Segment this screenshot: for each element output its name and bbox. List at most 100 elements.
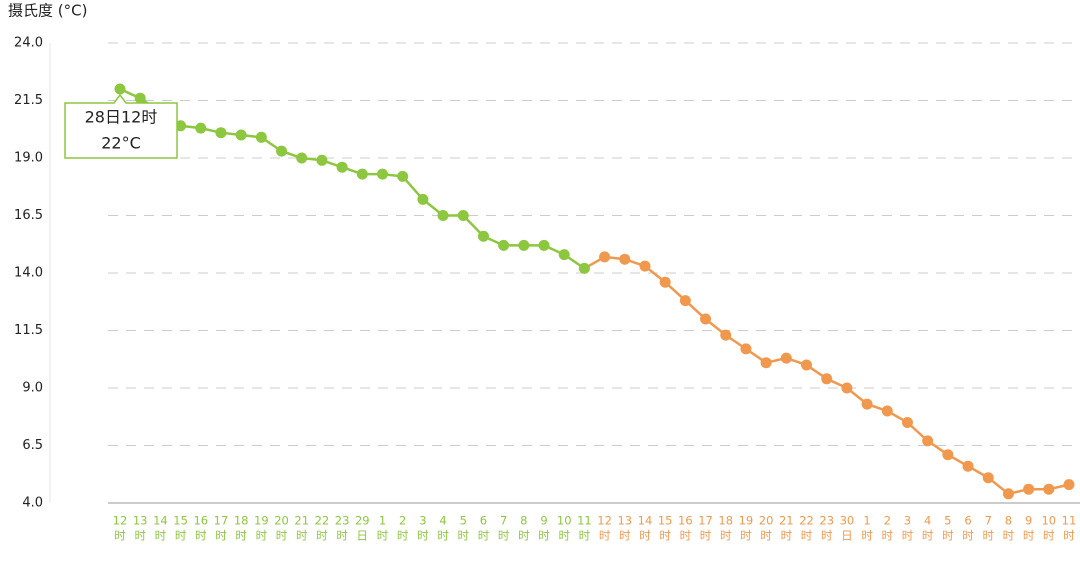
x-tick-label: 时 <box>175 529 187 543</box>
point <box>1063 479 1075 491</box>
x-tick-label: 12 <box>597 514 612 528</box>
x-tick-label: 时 <box>821 529 833 543</box>
x-tick-label: 时 <box>336 529 348 543</box>
x-tick-label: 5 <box>944 514 951 528</box>
x-tick-label: 8 <box>520 514 527 528</box>
point <box>599 251 611 263</box>
x-tick-label: 17 <box>698 514 713 528</box>
point <box>740 343 752 355</box>
x-tick-label: 时 <box>478 529 490 543</box>
x-tick-label: 8 <box>1005 514 1012 528</box>
point <box>760 357 772 369</box>
y-tick-label: 6.5 <box>22 438 43 453</box>
x-tick-label: 5 <box>460 514 467 528</box>
x-tick-label: 6 <box>480 514 487 528</box>
point <box>962 460 974 472</box>
x-tick-label: 日 <box>841 529 853 543</box>
x-tick-label: 时 <box>417 529 429 543</box>
x-tick-label: 23 <box>335 514 350 528</box>
point <box>276 145 288 157</box>
x-tick-label: 时 <box>377 529 389 543</box>
point <box>881 405 893 417</box>
x-tick-label: 3 <box>904 514 911 528</box>
x-tick-label: 时 <box>235 529 247 543</box>
x-tick-label: 时 <box>518 529 530 543</box>
point <box>195 122 207 134</box>
point <box>679 295 691 307</box>
x-tick-label: 9 <box>540 514 547 528</box>
x-tick-label: 日 <box>357 529 369 543</box>
x-tick-label: 时 <box>619 529 631 543</box>
x-tick-label: 时 <box>1023 529 1035 543</box>
x-tick-label: 时 <box>720 529 732 543</box>
x-tick-label: 13 <box>617 514 632 528</box>
x-tick-label: 时 <box>579 529 591 543</box>
x-tick-label: 13 <box>133 514 148 528</box>
y-tick-label: 19.0 <box>14 151 43 166</box>
x-tick-label: 时 <box>1043 529 1055 543</box>
line <box>119 87 586 270</box>
x-tick-label: 时 <box>195 529 207 543</box>
y-axis-label: 摄氏度 (°C) <box>8 2 87 20</box>
y-tick-label: 21.5 <box>14 93 43 108</box>
x-tick-label: 时 <box>215 529 227 543</box>
x-tick-label: 时 <box>942 529 954 543</box>
point <box>296 152 308 164</box>
x-tick-label: 12 <box>113 514 128 528</box>
point <box>457 210 469 221</box>
point <box>922 435 934 447</box>
point <box>558 249 570 261</box>
point <box>578 262 590 274</box>
x-tick-label: 时 <box>316 529 328 543</box>
x-tick-label: 时 <box>296 529 308 543</box>
x-tick-label: 23 <box>819 514 834 528</box>
point <box>538 239 550 251</box>
x-tick-label: 时 <box>256 529 268 543</box>
x-tick-label: 4 <box>924 514 931 528</box>
x-tick-label: 20 <box>274 514 289 528</box>
y-tick-label: 14.0 <box>14 266 43 281</box>
tooltip: 28日12时 22°C <box>64 93 178 159</box>
point <box>336 161 348 173</box>
point <box>175 120 187 132</box>
point <box>861 398 873 410</box>
point <box>801 359 813 371</box>
point <box>942 449 954 461</box>
point <box>1043 483 1055 495</box>
point <box>720 329 732 341</box>
x-tick-label: 时 <box>458 529 470 543</box>
y-tick-label: 11.5 <box>14 323 43 338</box>
point <box>619 253 631 265</box>
point <box>397 170 409 182</box>
x-tick-label: 时 <box>558 529 570 543</box>
x-tick-label: 20 <box>759 514 774 528</box>
x-tick-label: 19 <box>739 514 754 528</box>
x-tick-label: 22 <box>799 514 814 528</box>
point <box>235 129 247 141</box>
x-tick-label: 时 <box>700 529 712 543</box>
x-tick-label: 时 <box>982 529 994 543</box>
x-tick-label: 7 <box>985 514 992 528</box>
point <box>901 417 913 428</box>
y-tick-label: 16.5 <box>14 208 43 223</box>
point <box>114 83 126 95</box>
x-tick-label: 11 <box>1062 514 1077 528</box>
x-tick-label: 时 <box>397 529 409 543</box>
point <box>821 373 833 385</box>
y-tick-label: 9.0 <box>22 381 43 396</box>
x-tick-label: 18 <box>234 514 249 528</box>
y-tick-label: 4.0 <box>22 496 43 511</box>
x-tick-label: 19 <box>254 514 269 528</box>
x-tick-label: 21 <box>294 514 309 528</box>
x-tick-label: 4 <box>439 514 446 528</box>
x-tick-label: 2 <box>884 514 891 528</box>
x-tick-label: 14 <box>638 514 653 528</box>
x-tick-label: 21 <box>779 514 794 528</box>
x-tick-label: 时 <box>599 529 611 543</box>
x-tick-label: 时 <box>861 529 873 543</box>
x-tick-label: 10 <box>557 514 572 528</box>
x-tick-label: 15 <box>658 514 673 528</box>
x-tick-label: 17 <box>214 514 229 528</box>
x-tick-label: 时 <box>1063 529 1075 543</box>
point <box>417 193 429 205</box>
